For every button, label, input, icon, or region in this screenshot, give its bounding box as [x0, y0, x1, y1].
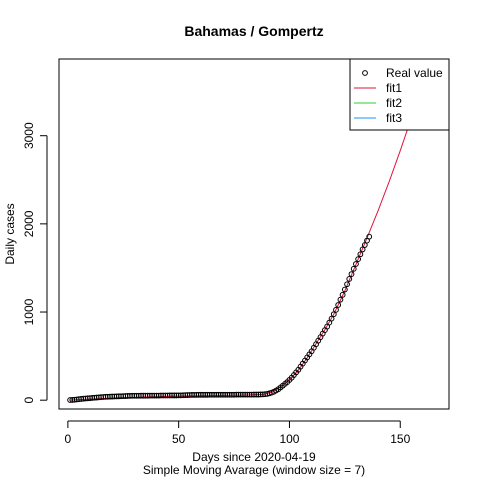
data-point [350, 265, 357, 272]
plot-frame [58, 58, 450, 410]
y-tick-label: 2000 [22, 210, 36, 237]
legend-label: fit2 [386, 96, 402, 110]
data-point [330, 311, 337, 318]
x-tick-label: 50 [172, 432, 186, 446]
chart-title: Bahamas / Gompertz [184, 23, 323, 39]
data-point [357, 251, 364, 258]
x-tick-label: 0 [65, 432, 72, 446]
plot-area [67, 59, 431, 403]
x-axis-label: Days since 2020-04-19 [192, 450, 316, 464]
y-tick-label: 3000 [22, 122, 36, 149]
data-point [346, 276, 353, 282]
data-point [355, 256, 362, 263]
data-point [339, 291, 346, 298]
legend-label: fit3 [386, 111, 402, 125]
x-tick-label: 150 [390, 432, 410, 446]
data-point [328, 315, 335, 322]
fit1-line [70, 59, 431, 401]
data-point [348, 271, 355, 278]
data-point [337, 296, 344, 303]
x-tick-label: 100 [279, 432, 299, 446]
data-point [361, 242, 368, 248]
y-axis-label: Daily cases [3, 203, 17, 264]
data-point [353, 261, 359, 267]
data-point [366, 233, 373, 240]
y-axis: 0 1000 2000 3000 [22, 122, 48, 404]
x-axis: 0 50 100 150 [65, 420, 411, 446]
data-point [341, 286, 348, 293]
y-tick-label: 1000 [22, 298, 36, 325]
data-point [359, 246, 366, 253]
legend-marker-point [362, 70, 368, 76]
data-point [333, 306, 339, 313]
y-tick-label: 0 [22, 397, 36, 404]
data-point [335, 302, 342, 308]
legend-label: Real value [386, 66, 443, 80]
data-point [344, 281, 350, 288]
legend-label: fit1 [386, 81, 402, 95]
x-axis-sublabel: Simple Moving Avarage (window size = 7) [143, 463, 365, 477]
